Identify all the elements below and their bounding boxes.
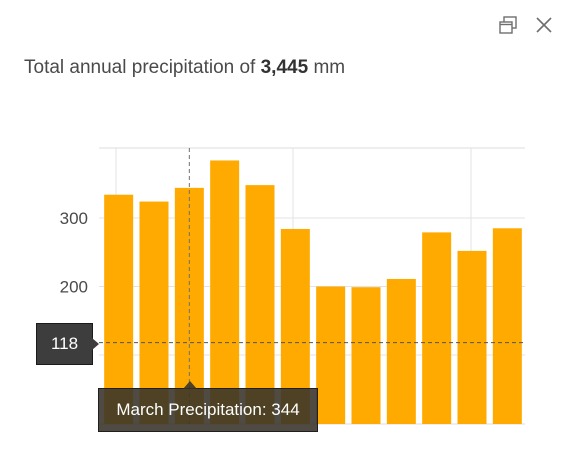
chart-bars (104, 160, 522, 424)
summary-prefix: Total annual precipitation of (24, 57, 256, 78)
bar-nov[interactable] (457, 250, 487, 424)
summary-unit: mm (313, 57, 346, 78)
y-tick-label: 300 (60, 209, 88, 228)
crosshair-y-label: 118 (36, 323, 99, 365)
restore-window-icon[interactable] (497, 14, 519, 36)
bar-jul[interactable] (316, 286, 346, 425)
y-tick-label: 200 (60, 278, 88, 297)
bar-may[interactable] (245, 185, 275, 424)
close-icon[interactable] (533, 14, 555, 36)
crosshair (99, 148, 525, 424)
bar-apr[interactable] (210, 160, 240, 424)
window-controls (497, 14, 555, 36)
bar-oct[interactable] (422, 232, 452, 424)
summary-total: 3,445 (260, 57, 309, 78)
crosshair-y-value: 118 (50, 334, 79, 353)
bar-sep[interactable] (386, 278, 416, 424)
bar-dec[interactable] (492, 228, 522, 424)
tooltip-text: March Precipitation: 344 (116, 400, 300, 419)
bar-tooltip: March Precipitation: 344 (98, 381, 318, 432)
precipitation-summary: Total annual precipitation of 3,445 mm (24, 57, 345, 79)
bar-aug[interactable] (351, 287, 381, 424)
bar-feb[interactable] (139, 201, 169, 424)
bar-jan[interactable] (104, 194, 134, 424)
